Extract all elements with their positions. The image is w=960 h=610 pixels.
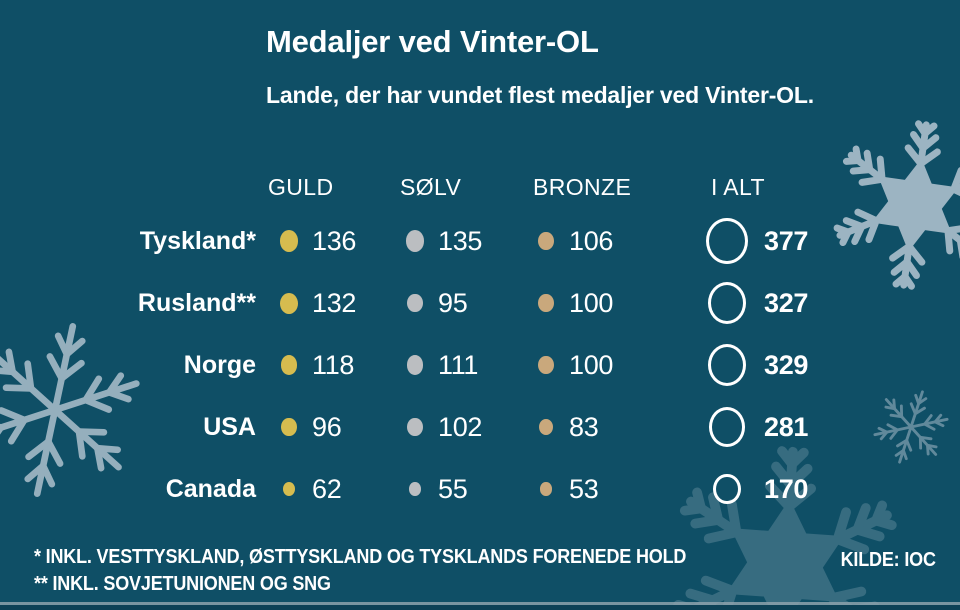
table-header-row: GULD SØLV BRONZE I ALT: [110, 168, 870, 210]
page-subtitle: Lande, der har vundet flest medaljer ved…: [266, 82, 814, 108]
total-count: 377: [764, 225, 809, 256]
gold-medal-icon: [281, 418, 297, 436]
total-ring-icon: [712, 473, 742, 505]
bronze-count: 100: [569, 287, 614, 318]
country-label: USA: [203, 412, 256, 441]
total-count: 281: [764, 411, 809, 442]
bronze-count: 53: [569, 473, 599, 504]
source-label: KILDE: IOC: [840, 549, 936, 571]
silver-count: 102: [438, 411, 483, 442]
column-header-bronze: BRONZE: [533, 174, 632, 200]
column-header-total: I ALT: [711, 174, 765, 200]
gold-medal-icon: [282, 481, 296, 497]
bronze-medal-icon: [540, 482, 552, 496]
column-header-gold: GULD: [268, 174, 334, 200]
silver-medal-icon: [409, 482, 421, 496]
gold-count: 62: [312, 473, 342, 504]
silver-medal-icon: [407, 294, 423, 312]
page-title: Medaljer ved Vinter-OL: [266, 24, 599, 59]
silver-count: 95: [438, 287, 468, 318]
silver-count: 135: [438, 225, 483, 256]
snowflake-icon: [859, 375, 960, 478]
country-label: Rusland**: [137, 288, 256, 317]
footnotes: * INKL. VESTTYSKLAND, ØSTTYSKLAND OG TYS…: [34, 544, 686, 598]
bronze-count: 83: [569, 411, 599, 442]
footnote-2: ** INKL. SOVJETUNIONEN OG SNG: [34, 573, 331, 595]
total-ring-icon: [706, 218, 748, 264]
gold-count: 96: [312, 411, 342, 442]
total-ring-icon: [707, 281, 747, 325]
country-label: Canada: [165, 474, 256, 503]
table-row: Canada 62 55 53 170: [110, 458, 870, 520]
total-count: 170: [764, 473, 809, 504]
gold-medal-icon: [280, 292, 298, 314]
table-row: Tyskland* 136 135 106 377: [110, 210, 870, 272]
table-row: Rusland** 132 95 100 327: [110, 272, 870, 334]
column-header-silver: SØLV: [400, 174, 462, 200]
total-ring-icon: [707, 343, 747, 387]
bottom-strip: [0, 605, 960, 610]
total-count: 327: [764, 287, 809, 318]
gold-count: 136: [312, 225, 357, 256]
bronze-count: 100: [569, 349, 614, 380]
gold-count: 132: [312, 287, 357, 318]
gold-count: 118: [312, 349, 355, 380]
country-label: Tyskland*: [139, 226, 256, 255]
table-body: Tyskland* 136 135 106 377 Rusland** 132: [110, 210, 870, 520]
table-row: USA 96 102 83 281: [110, 396, 870, 458]
silver-medal-icon: [406, 355, 424, 375]
bronze-medal-icon: [538, 293, 554, 313]
footnote-1: * INKL. VESTTYSKLAND, ØSTTYSKLAND OG TYS…: [34, 546, 687, 568]
bronze-medal-icon: [538, 418, 554, 436]
silver-count: 111: [438, 349, 479, 380]
silver-medal-icon: [407, 417, 423, 437]
total-ring-icon: [708, 407, 746, 447]
bronze-count: 106: [569, 225, 614, 256]
bronze-medal-icon: [538, 231, 554, 251]
silver-medal-icon: [406, 230, 424, 252]
medal-table: GULD SØLV BRONZE I ALT Tyskland* 136 135…: [110, 168, 870, 520]
total-count: 329: [764, 349, 809, 380]
table-row: Norge 118 111 100 329: [110, 334, 870, 396]
silver-count: 55: [438, 473, 468, 504]
gold-medal-icon: [280, 355, 298, 375]
bronze-medal-icon: [538, 355, 554, 375]
bottom-divider: [0, 602, 960, 605]
country-label: Norge: [183, 350, 256, 379]
gold-medal-icon: [279, 230, 299, 252]
